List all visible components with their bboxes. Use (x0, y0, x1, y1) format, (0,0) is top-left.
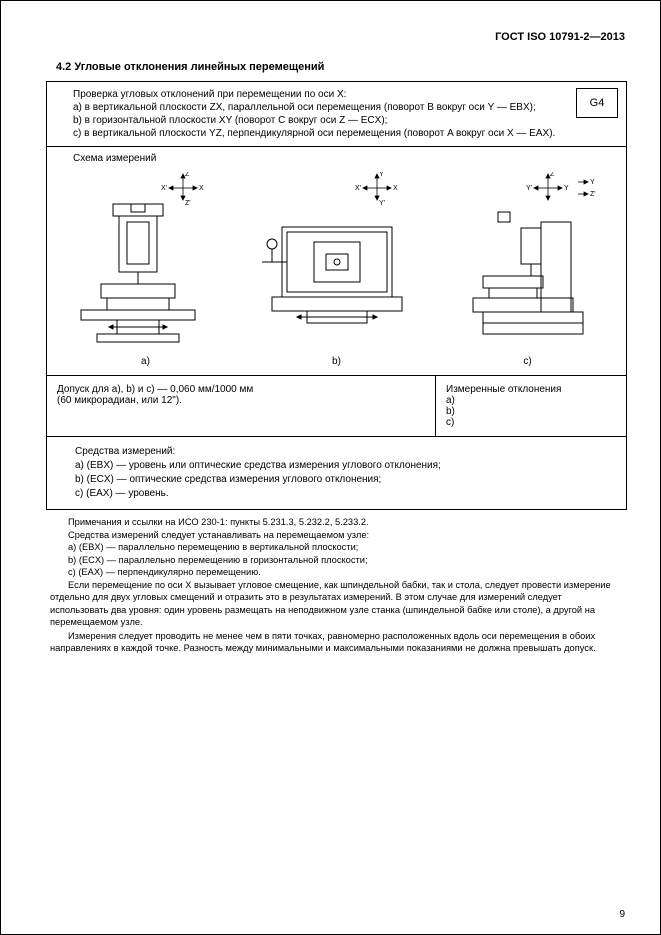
means-b: b) (ECX) — оптические средства измерения… (57, 473, 616, 487)
tolerance-line2: (60 микрорадиан, или 12"). (57, 395, 425, 406)
measured-title: Измеренные отклонения (446, 384, 616, 395)
diagram-a: Z X X' Z' (71, 172, 221, 367)
axis-x: X (199, 185, 204, 192)
notes-ref: Примечания и ссылки на ИСО 230-1: пункты… (50, 516, 621, 529)
section-title: 4.2 Угловые отклонения линейных перемеще… (46, 61, 625, 73)
notes-p2: Измерения следует проводить не менее чем… (50, 630, 621, 655)
intro-c: c) в вертикальной плоскости YZ, перпенди… (55, 127, 568, 140)
page-number: 9 (619, 909, 625, 920)
notes-block: Примечания и ссылки на ИСО 230-1: пункты… (46, 510, 625, 662)
axis-zp: Z' (185, 200, 191, 207)
notes-l1: Средства измерений следует устанавливать… (50, 529, 621, 542)
means-c: c) (EAX) — уровень. (57, 487, 616, 501)
means-row: Средства измерений: a) (EBX) — уровень и… (47, 437, 626, 509)
diagram-c-svg: Z Y Y' Y Z' (453, 172, 603, 352)
intro-b: b) в горизонтальной плоскости XY (поворо… (55, 114, 568, 127)
svg-text:Y: Y (590, 179, 595, 186)
tolerance-line1: Допуск для a), b) и c) — 0,060 мм/1000 м… (57, 384, 425, 395)
notes-l3: b) (ECX) — параллельно перемещению в гор… (50, 554, 621, 567)
measured-cell: Измеренные отклонения a) b) c) (436, 376, 626, 436)
schema-label: Схема измерений (73, 153, 618, 164)
diagram-a-label: a) (71, 356, 221, 367)
axis-y-c: Y (564, 185, 569, 192)
tolerance-cell: Допуск для a), b) и c) — 0,060 мм/1000 м… (47, 376, 436, 436)
axis-yp-b: Y' (379, 200, 385, 207)
diagram-a-svg: Z X X' Z' (71, 172, 221, 352)
intro-a: a) в вертикальной плоскости ZX, параллел… (55, 101, 568, 114)
means-title: Средства измерений: (57, 445, 616, 459)
schema-row: Схема измерений Z X X' (47, 147, 626, 376)
notes-p1: Если перемещение по оси X вызывает углов… (50, 579, 621, 629)
axis-xp: X' (161, 185, 167, 192)
measured-c: c) (446, 417, 616, 428)
axis-y-b: Y (379, 172, 384, 178)
axis-z: Z (185, 172, 190, 178)
diagram-b: Y X X' Y' (252, 172, 422, 367)
intro-head: Проверка угловых отклонений при перемеще… (55, 88, 568, 101)
section-number: 4.2 (56, 61, 71, 73)
means-a: a) (EBX) — уровень или оптические средст… (57, 459, 616, 473)
badge-box: G4 (576, 88, 618, 118)
notes-l4: c) (EAX) — перпендикулярно перемещению. (50, 566, 621, 579)
section-heading: Угловые отклонения линейных перемещений (74, 61, 324, 73)
axis-zp-c: Z' (590, 191, 596, 198)
intro-row: Проверка угловых отклонений при перемеще… (47, 82, 626, 147)
axis-x-b: X (393, 185, 398, 192)
measured-a: a) (446, 395, 616, 406)
standard-header: ГОСТ ISO 10791-2—2013 (46, 31, 625, 43)
diagram-b-svg: Y X X' Y' (252, 172, 422, 352)
page: ГОСТ ISO 10791-2—2013 4.2 Угловые отклон… (0, 0, 661, 935)
notes-l2: a) (EBX) — параллельно перемещению в вер… (50, 541, 621, 554)
intro-text: Проверка угловых отклонений при перемеще… (55, 88, 568, 140)
axis-xp-b: X' (355, 185, 361, 192)
diagram-b-label: b) (252, 356, 422, 367)
measured-b: b) (446, 406, 616, 417)
diagrams-container: Z X X' Z' (55, 168, 618, 369)
content-frame: Проверка угловых отклонений при перемеще… (46, 81, 627, 510)
axis-z-c: Z (550, 172, 555, 178)
axis-yp-c: Y' (526, 185, 532, 192)
diagram-c-label: c) (453, 356, 603, 367)
tolerance-row: Допуск для a), b) и c) — 0,060 мм/1000 м… (47, 376, 626, 437)
diagram-c: Z Y Y' Y Z' (453, 172, 603, 367)
